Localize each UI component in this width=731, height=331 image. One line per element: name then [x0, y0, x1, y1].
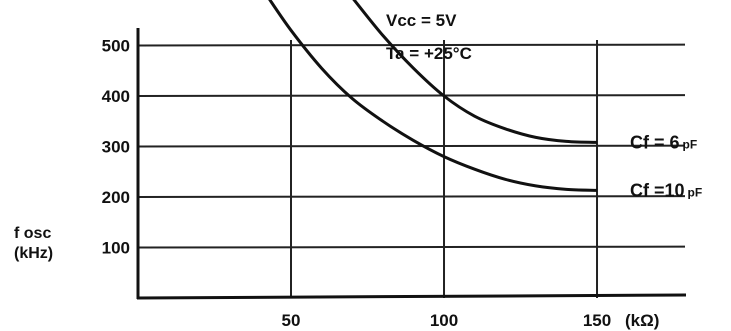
series-label-1: Cf = 6 pF [630, 132, 697, 152]
gridline-h-200 [137, 195, 686, 198]
curve-series-2 [268, 0, 598, 192]
y-tick-label-500: 500 [102, 36, 130, 55]
x-axis-label: (kΩ) [625, 311, 659, 330]
x-tick-label-150: 150 [583, 311, 611, 330]
y-tick-label-400: 400 [102, 87, 130, 106]
grid-layer [137, 40, 686, 298]
gridline-h-400 [137, 94, 686, 97]
series-label-2: Cf =10 pF [630, 180, 702, 200]
y-tick-label-300: 300 [102, 137, 130, 156]
annotation-1: Vcc = 5V [386, 11, 457, 30]
labels-layer: 100 200 300 400 500 50 100 150 (kΩ) f osc (kHz) Vcc… [14, 11, 702, 330]
gridline-h-500 [137, 43, 686, 47]
series-label-unit-2: pF [688, 185, 703, 199]
gridline-h-300 [137, 144, 686, 148]
curve-series-1 [352, 0, 598, 144]
x-tick-label-50: 50 [282, 311, 301, 330]
y-axis-label-line-2: (kHz) [14, 245, 53, 262]
series-label-unit-1: pF [683, 137, 698, 151]
y-tick-label-100: 100 [102, 238, 130, 257]
y-axis-label-line-1: f osc [14, 225, 51, 242]
y-tick-label-200: 200 [102, 188, 130, 207]
annotation-2: Ta = +25°C [386, 44, 472, 63]
curves-layer [268, 0, 598, 192]
x-axis [136, 293, 687, 300]
gridline-h-100 [137, 245, 686, 249]
axes-layer [136, 28, 687, 300]
x-tick-label-100: 100 [430, 311, 458, 330]
